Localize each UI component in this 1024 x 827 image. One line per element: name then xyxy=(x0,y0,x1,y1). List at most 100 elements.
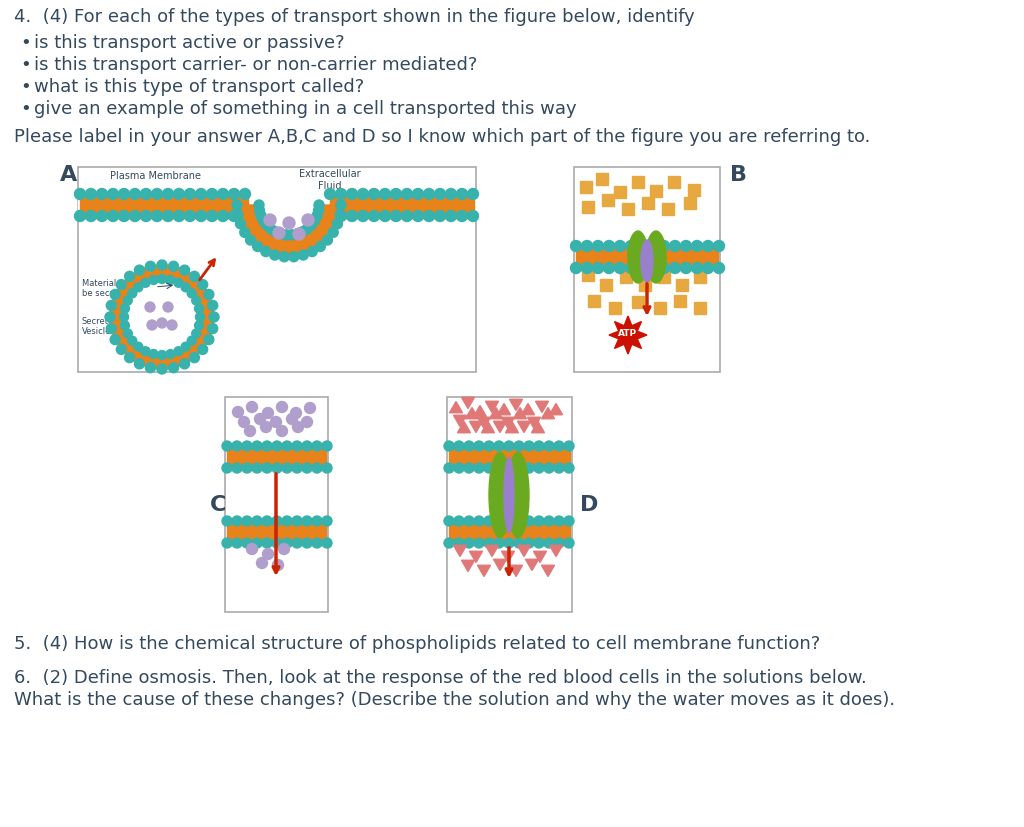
Circle shape xyxy=(222,463,232,473)
Circle shape xyxy=(494,441,504,451)
Circle shape xyxy=(346,211,357,222)
Circle shape xyxy=(187,337,197,345)
Circle shape xyxy=(292,463,302,473)
Circle shape xyxy=(141,278,150,287)
Circle shape xyxy=(312,516,322,526)
Circle shape xyxy=(273,227,285,239)
Circle shape xyxy=(232,209,243,219)
Circle shape xyxy=(582,262,593,274)
Circle shape xyxy=(444,538,454,548)
Text: •: • xyxy=(20,78,31,96)
Circle shape xyxy=(145,261,156,271)
Circle shape xyxy=(195,321,204,330)
Circle shape xyxy=(484,463,494,473)
Circle shape xyxy=(276,426,288,437)
Circle shape xyxy=(270,417,282,428)
Circle shape xyxy=(173,189,184,199)
Circle shape xyxy=(380,211,390,222)
Circle shape xyxy=(272,538,282,548)
Circle shape xyxy=(582,241,593,251)
Circle shape xyxy=(262,441,272,451)
Circle shape xyxy=(333,219,342,229)
Circle shape xyxy=(524,441,534,451)
Bar xyxy=(330,192,474,218)
Circle shape xyxy=(252,516,262,526)
Circle shape xyxy=(302,224,312,234)
FancyBboxPatch shape xyxy=(225,397,328,612)
Circle shape xyxy=(603,241,614,251)
Circle shape xyxy=(346,189,357,199)
Circle shape xyxy=(184,211,196,222)
Circle shape xyxy=(434,211,445,222)
Circle shape xyxy=(85,211,96,222)
Circle shape xyxy=(514,463,524,473)
Circle shape xyxy=(434,189,445,199)
Circle shape xyxy=(484,516,494,526)
Circle shape xyxy=(217,211,228,222)
Circle shape xyxy=(464,463,474,473)
Circle shape xyxy=(298,250,308,260)
Circle shape xyxy=(232,538,242,548)
Circle shape xyxy=(272,560,284,571)
Circle shape xyxy=(301,417,312,428)
Circle shape xyxy=(309,216,319,226)
Circle shape xyxy=(264,214,276,226)
Circle shape xyxy=(413,211,424,222)
Circle shape xyxy=(108,189,119,199)
Text: Material to
be secreted: Material to be secreted xyxy=(82,279,132,299)
Circle shape xyxy=(484,441,494,451)
Circle shape xyxy=(266,224,275,234)
Text: C: C xyxy=(210,495,226,515)
Circle shape xyxy=(474,441,484,451)
Circle shape xyxy=(670,241,681,251)
Circle shape xyxy=(232,516,242,526)
Circle shape xyxy=(196,211,207,222)
Circle shape xyxy=(325,211,336,222)
Circle shape xyxy=(217,189,228,199)
Circle shape xyxy=(464,538,474,548)
Circle shape xyxy=(287,230,297,240)
Circle shape xyxy=(280,251,289,262)
Circle shape xyxy=(424,189,434,199)
Circle shape xyxy=(681,262,691,274)
Circle shape xyxy=(454,516,464,526)
Text: Secretory
Vesicle: Secretory Vesicle xyxy=(82,317,123,337)
Text: Cytoplasm: Cytoplasm xyxy=(385,209,437,219)
Bar xyxy=(575,244,718,270)
Circle shape xyxy=(702,241,714,251)
Circle shape xyxy=(256,211,266,221)
Ellipse shape xyxy=(489,452,511,538)
Circle shape xyxy=(272,516,282,526)
Circle shape xyxy=(302,538,312,548)
Circle shape xyxy=(401,189,413,199)
Circle shape xyxy=(222,538,232,548)
Circle shape xyxy=(189,352,200,363)
Circle shape xyxy=(121,321,129,330)
Circle shape xyxy=(195,304,204,313)
Circle shape xyxy=(514,516,524,526)
Text: is this transport carrier- or non-carrier mediated?: is this transport carrier- or non-carrie… xyxy=(34,56,477,74)
Circle shape xyxy=(554,441,564,451)
Circle shape xyxy=(240,211,251,222)
Circle shape xyxy=(714,262,725,274)
Circle shape xyxy=(570,241,582,251)
Circle shape xyxy=(128,337,137,345)
Circle shape xyxy=(140,189,152,199)
Circle shape xyxy=(279,543,290,554)
Circle shape xyxy=(189,271,200,281)
Circle shape xyxy=(255,206,264,216)
Circle shape xyxy=(246,235,256,245)
Circle shape xyxy=(157,364,167,374)
Circle shape xyxy=(454,441,464,451)
Circle shape xyxy=(554,463,564,473)
Bar xyxy=(449,444,570,470)
Circle shape xyxy=(670,262,681,274)
Circle shape xyxy=(468,211,478,222)
Circle shape xyxy=(322,441,332,451)
Circle shape xyxy=(289,251,299,262)
Circle shape xyxy=(554,516,564,526)
Text: Extracellular
Fluid: Extracellular Fluid xyxy=(299,169,360,190)
Circle shape xyxy=(196,189,207,199)
Circle shape xyxy=(134,359,144,369)
Circle shape xyxy=(208,300,218,310)
